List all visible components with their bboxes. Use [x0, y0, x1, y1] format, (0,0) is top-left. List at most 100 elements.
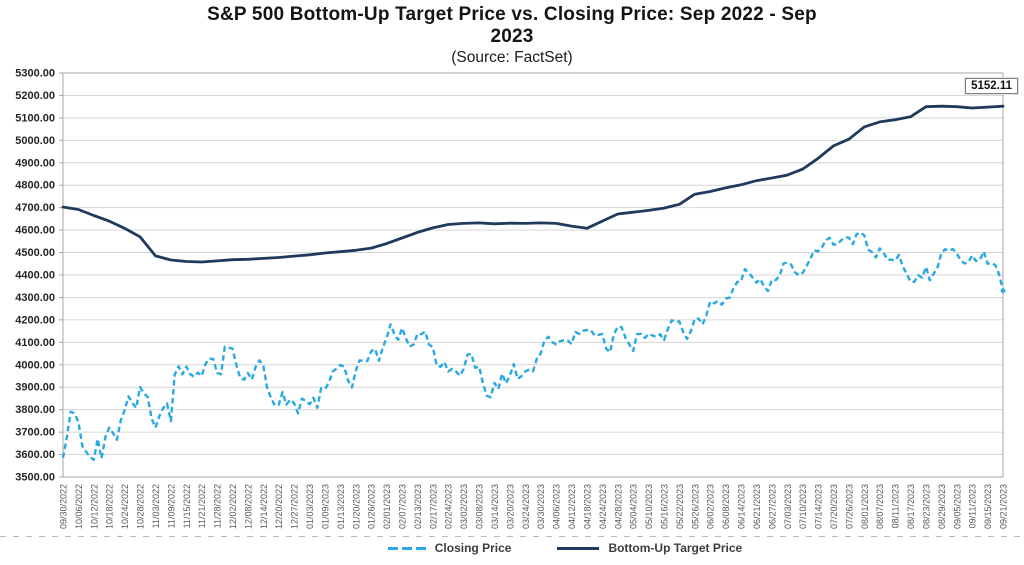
svg-text:02/17/2023: 02/17/2023	[428, 484, 438, 529]
svg-text:06/27/2023: 06/27/2023	[767, 484, 777, 529]
legend-item-closing-price: Closing Price	[387, 541, 512, 555]
y-axis-labels: 5300.00 5200.00 5100.00 5000.00 4900.00 4800.…	[15, 68, 55, 484]
svg-text:08/29/2023: 08/29/2023	[937, 484, 947, 529]
svg-text:04/12/2023: 04/12/2023	[567, 484, 577, 529]
svg-text:07/03/2023: 07/03/2023	[783, 484, 793, 529]
svg-text:07/14/2023: 07/14/2023	[814, 484, 824, 529]
svg-text:01/20/2023: 01/20/2023	[351, 484, 361, 529]
svg-text:04/18/2023: 04/18/2023	[582, 484, 592, 529]
svg-text:06/02/2023: 06/02/2023	[706, 484, 716, 529]
svg-text:12/02/2022: 12/02/2022	[228, 484, 238, 529]
chart-header: S&P 500 Bottom-Up Target Price vs. Closi…	[0, 4, 1024, 67]
svg-text:08/11/2023: 08/11/2023	[891, 484, 901, 528]
svg-text:03/30/2023: 03/30/2023	[536, 484, 546, 529]
chart-title-line1: S&P 500 Bottom-Up Target Price vs. Closi…	[207, 4, 817, 25]
svg-text:5300.00: 5300.00	[15, 68, 55, 80]
legend-label-closing-price: Closing Price	[434, 541, 512, 555]
svg-text:4700.00: 4700.00	[15, 202, 55, 214]
svg-text:4400.00: 4400.00	[15, 270, 55, 282]
closing-price-dashed-swatch	[387, 546, 426, 550]
svg-text:3700.00: 3700.00	[15, 427, 55, 439]
svg-text:5100.00: 5100.00	[15, 112, 55, 124]
svg-text:02/13/2023: 02/13/2023	[413, 484, 423, 529]
svg-text:3900.00: 3900.00	[15, 382, 55, 394]
plot-border	[62, 72, 1004, 478]
svg-text:4900.00: 4900.00	[15, 157, 55, 169]
legend-label-target-price: Bottom-Up Target Price	[608, 541, 743, 555]
svg-text:06/08/2023: 06/08/2023	[721, 484, 731, 529]
svg-text:09/11/2023: 09/11/2023	[968, 484, 978, 528]
svg-text:12/20/2022: 12/20/2022	[274, 484, 284, 529]
chart-title-line2: 2023	[490, 26, 534, 48]
svg-text:12/27/2022: 12/27/2022	[290, 484, 300, 529]
svg-text:08/01/2023: 08/01/2023	[860, 484, 870, 529]
legend-item-target-price: Bottom-Up Target Price	[557, 541, 742, 555]
svg-text:09/15/2023: 09/15/2023	[983, 484, 993, 529]
svg-text:12/08/2022: 12/08/2022	[243, 484, 253, 529]
svg-text:06/21/2023: 06/21/2023	[752, 484, 762, 529]
svg-text:11/21/2022: 11/21/2022	[197, 484, 207, 528]
svg-text:02/24/2023: 02/24/2023	[444, 484, 454, 529]
svg-text:01/13/2023: 01/13/2023	[336, 484, 346, 529]
svg-text:3600.00: 3600.00	[15, 449, 55, 461]
svg-text:05/22/2023: 05/22/2023	[675, 484, 685, 529]
svg-text:03/14/2023: 03/14/2023	[490, 484, 500, 529]
chart-legend: Closing Price Bottom-Up Target Price	[0, 541, 1024, 555]
svg-text:08/07/2023: 08/07/2023	[875, 484, 885, 529]
svg-text:06/14/2023: 06/14/2023	[737, 484, 747, 529]
svg-text:07/26/2023: 07/26/2023	[844, 484, 854, 529]
svg-text:05/10/2023: 05/10/2023	[644, 484, 654, 529]
svg-text:01/09/2023: 01/09/2023	[320, 484, 330, 529]
svg-text:11/03/2022: 11/03/2022	[151, 484, 161, 528]
x-axis-labels: 09/30/2022 10/06/2022 10/12/2022 10/18/2022…	[59, 484, 1009, 529]
svg-text:05/04/2023: 05/04/2023	[629, 484, 639, 529]
svg-text:04/28/2023: 04/28/2023	[613, 484, 623, 529]
svg-text:05/26/2023: 05/26/2023	[690, 484, 700, 529]
svg-text:10/12/2022: 10/12/2022	[89, 484, 99, 529]
svg-text:09/30/2022: 09/30/2022	[59, 484, 69, 529]
svg-text:3500.00: 3500.00	[15, 472, 55, 484]
svg-text:11/09/2022: 11/09/2022	[166, 484, 176, 528]
svg-text:01/03/2023: 01/03/2023	[305, 484, 315, 529]
svg-text:08/17/2023: 08/17/2023	[906, 484, 916, 529]
svg-text:09/21/2023: 09/21/2023	[999, 484, 1009, 529]
target-price-line	[61, 104, 1005, 264]
svg-text:12/14/2022: 12/14/2022	[259, 484, 269, 529]
svg-text:10/18/2022: 10/18/2022	[105, 484, 115, 529]
target-price-annotation: 5152.11	[965, 78, 1018, 94]
svg-text:09/05/2023: 09/05/2023	[952, 484, 962, 529]
svg-text:10/28/2022: 10/28/2022	[136, 484, 146, 529]
svg-text:4800.00: 4800.00	[15, 180, 55, 192]
svg-text:10/24/2022: 10/24/2022	[120, 484, 130, 529]
svg-text:3800.00: 3800.00	[15, 404, 55, 416]
svg-text:11/15/2022: 11/15/2022	[182, 484, 192, 528]
page-break-dashed-line	[0, 536, 1024, 537]
target-price-solid-swatch	[557, 546, 600, 550]
svg-text:02/01/2023: 02/01/2023	[382, 484, 392, 529]
svg-text:07/20/2023: 07/20/2023	[829, 484, 839, 529]
svg-text:4000.00: 4000.00	[15, 359, 55, 371]
svg-text:07/10/2023: 07/10/2023	[798, 484, 808, 529]
gridlines	[59, 72, 1003, 478]
svg-text:5000.00: 5000.00	[15, 135, 55, 147]
svg-text:03/20/2023: 03/20/2023	[505, 484, 515, 529]
svg-text:03/08/2023: 03/08/2023	[475, 484, 485, 529]
svg-text:10/06/2022: 10/06/2022	[74, 484, 84, 529]
svg-text:4200.00: 4200.00	[15, 314, 55, 326]
svg-text:01/26/2023: 01/26/2023	[367, 484, 377, 529]
svg-text:4600.00: 4600.00	[15, 225, 55, 237]
svg-text:4500.00: 4500.00	[15, 247, 55, 259]
closing-price-line	[61, 231, 1006, 461]
svg-text:04/06/2023: 04/06/2023	[552, 484, 562, 529]
svg-text:05/16/2023: 05/16/2023	[659, 484, 669, 529]
svg-text:4300.00: 4300.00	[15, 292, 55, 304]
svg-text:11/28/2022: 11/28/2022	[213, 484, 223, 528]
svg-text:03/02/2023: 03/02/2023	[459, 484, 469, 529]
svg-text:5200.00: 5200.00	[15, 90, 55, 102]
chart-source-subtitle: (Source: FactSet)	[451, 49, 573, 67]
svg-text:08/23/2023: 08/23/2023	[921, 484, 931, 529]
svg-text:03/24/2023: 03/24/2023	[521, 484, 531, 529]
svg-text:04/24/2023: 04/24/2023	[598, 484, 608, 529]
svg-text:02/07/2023: 02/07/2023	[398, 484, 408, 529]
